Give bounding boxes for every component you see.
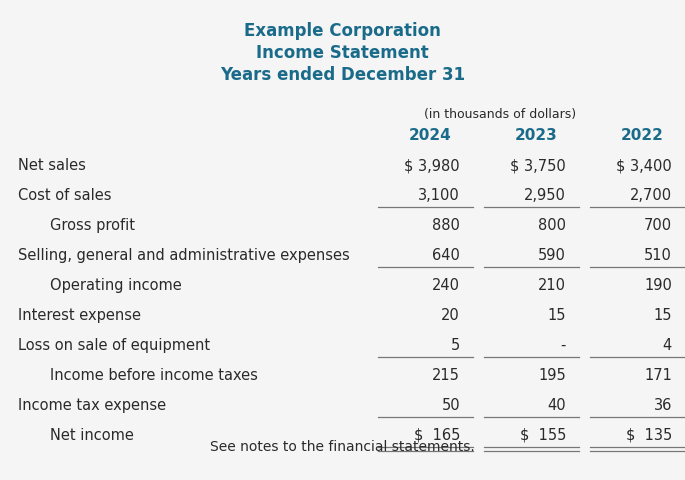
Text: See notes to the financial statements.: See notes to the financial statements. [210,439,475,453]
Text: 50: 50 [441,397,460,412]
Text: 510: 510 [644,248,672,263]
Text: Net sales: Net sales [18,157,86,173]
Text: Gross profit: Gross profit [50,217,135,232]
Text: 36: 36 [653,397,672,412]
Text: Years ended December 31: Years ended December 31 [220,66,465,84]
Text: 640: 640 [432,248,460,263]
Text: Income tax expense: Income tax expense [18,397,166,412]
Text: 20: 20 [441,307,460,323]
Text: 800: 800 [538,217,566,232]
Text: $  165: $ 165 [414,427,460,442]
Text: Example Corporation: Example Corporation [244,22,441,40]
Text: $ 3,980: $ 3,980 [404,157,460,173]
Text: Net income: Net income [50,427,134,442]
Text: Loss on sale of equipment: Loss on sale of equipment [18,337,210,352]
Text: 590: 590 [538,248,566,263]
Text: 5: 5 [451,337,460,352]
Text: Selling, general and administrative expenses: Selling, general and administrative expe… [18,248,350,263]
Text: 880: 880 [432,217,460,232]
Text: $ 3,750: $ 3,750 [510,157,566,173]
Text: 3,100: 3,100 [419,188,460,203]
Text: 2,700: 2,700 [630,188,672,203]
Text: 240: 240 [432,277,460,292]
Text: 190: 190 [644,277,672,292]
Text: 4: 4 [663,337,672,352]
Text: 15: 15 [547,307,566,323]
Text: 195: 195 [538,367,566,382]
Text: 15: 15 [653,307,672,323]
Text: (in thousands of dollars): (in thousands of dollars) [424,108,576,121]
Text: 2,950: 2,950 [524,188,566,203]
Text: Income Statement: Income Statement [256,44,429,62]
Text: $  135: $ 135 [626,427,672,442]
Text: 40: 40 [547,397,566,412]
Text: 2023: 2023 [514,128,558,143]
Text: 210: 210 [538,277,566,292]
Text: 2022: 2022 [621,128,664,143]
Text: Cost of sales: Cost of sales [18,188,112,203]
Text: 700: 700 [644,217,672,232]
Text: 215: 215 [432,367,460,382]
Text: $  155: $ 155 [520,427,566,442]
Text: Income before income taxes: Income before income taxes [50,367,258,382]
Text: -: - [560,337,566,352]
Text: 2024: 2024 [409,128,451,143]
Text: Interest expense: Interest expense [18,307,141,323]
Text: Operating income: Operating income [50,277,182,292]
Text: 171: 171 [644,367,672,382]
Text: $ 3,400: $ 3,400 [616,157,672,173]
